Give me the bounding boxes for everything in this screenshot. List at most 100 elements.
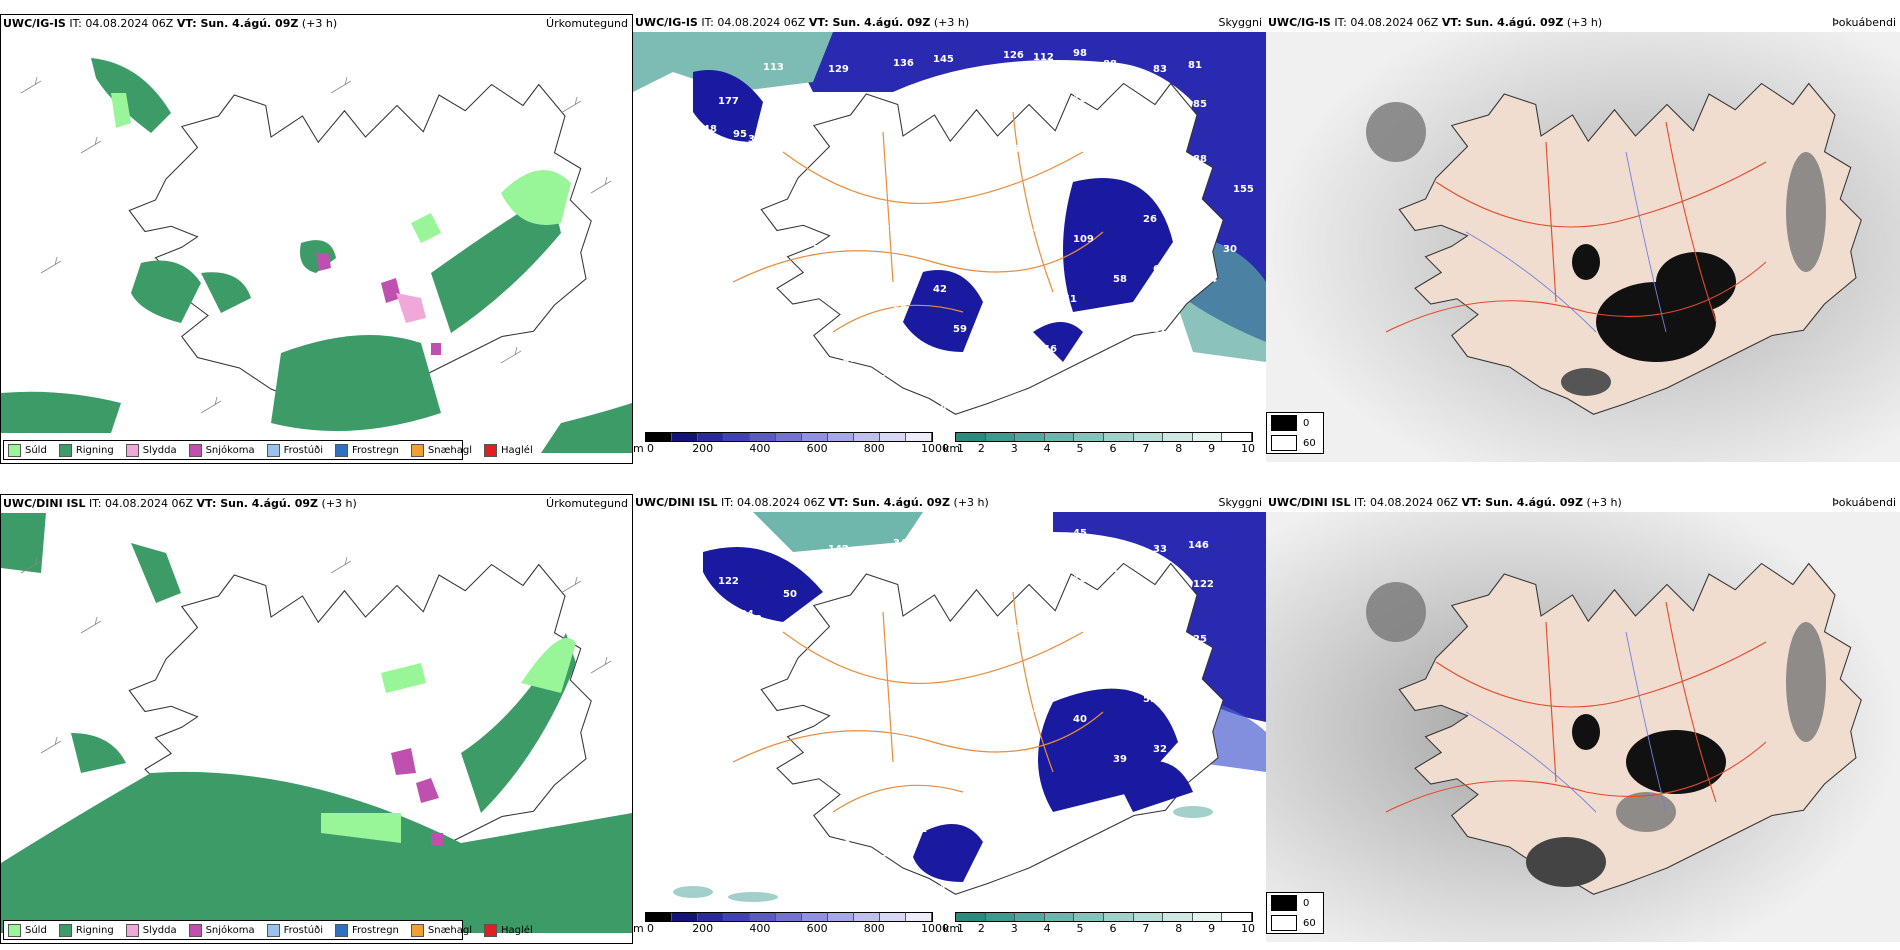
colorbar-segment — [880, 913, 906, 921]
colorbar-segment — [906, 913, 932, 921]
ceiling-label: 56 — [1053, 654, 1067, 665]
colorbar-unit: m — [633, 922, 644, 935]
colorbar-tick: 2 — [977, 922, 985, 935]
ceiling-label: 142 — [828, 544, 849, 555]
ceiling-label: 36 — [748, 134, 762, 145]
colorbar-tick: 9 — [1208, 922, 1216, 935]
legend-swatch — [8, 923, 21, 937]
colorbar-tick: 4 — [1043, 442, 1051, 455]
colorbar-unit: km — [943, 922, 961, 935]
ceiling-label: 67 — [1013, 624, 1027, 635]
precip-map — [1, 513, 632, 933]
legend-swatch — [484, 443, 498, 457]
ceiling-labels: 113 129 136 145 126 112 98 88 83 81 177 95 106 91 92 85… — [703, 48, 1254, 415]
colorbar-segment — [828, 433, 854, 441]
ceiling-label: 42 — [933, 284, 947, 295]
panel-title: Úrkomutegund — [546, 17, 628, 30]
colorbar-segment — [802, 913, 828, 921]
colorbar-segment — [854, 433, 880, 441]
ceiling-label: 83 — [1153, 64, 1167, 75]
ceiling-label: 124 — [733, 609, 754, 620]
colorbar-segment — [1044, 913, 1075, 921]
ceiling-label: 48 — [853, 274, 867, 285]
legend-item: Frostregn — [335, 923, 399, 937]
ceiling-label: 88 — [1193, 154, 1207, 165]
legend-item: Rigning — [58, 923, 114, 937]
precip-legend: Súld Rigning Slydda Snjókoma Frostúði Frostre… — [3, 440, 533, 460]
legend-label: Snæhagl — [427, 924, 473, 936]
colorbar-segment — [1163, 433, 1193, 441]
legend-item: Snæhagl — [410, 923, 473, 937]
panel-header: UWC/DINI ISL IT: 04.08.2024 06Z VT: Sun.… — [1268, 496, 1622, 509]
legend-item: Frostúði — [266, 923, 323, 937]
ceiling-label: 126 — [1003, 50, 1024, 61]
legend-swatch — [410, 923, 424, 937]
precip-panel-row1: UWC/IG-IS IT: 04.08.2024 06Z VT: Sun. 4.… — [0, 14, 633, 464]
colorbar-segment — [672, 433, 698, 441]
colorbar-strip — [645, 432, 933, 442]
colorbar-tick: 1 — [957, 922, 964, 935]
ceiling-label: 41 — [843, 354, 857, 365]
ceiling-label: 122 — [1193, 579, 1214, 590]
legend-item: Súld — [8, 923, 47, 937]
colorbar-tick: 1000 — [921, 442, 949, 455]
ceiling-label: 26 — [803, 174, 817, 185]
fog-panel-row2: UWC/DINI ISL IT: 04.08.2024 06Z VT: Sun.… — [1266, 494, 1900, 944]
colorbar-tick: 3 — [1010, 922, 1018, 935]
colorbar-tick: 6 — [1109, 922, 1117, 935]
legend-swatch — [266, 923, 280, 937]
ceiling-label: 112 — [1033, 52, 1054, 63]
cloud-ceiling-map: 113 129 136 145 126 112 98 88 83 81 177 95 106 91 92 85… — [633, 32, 1266, 432]
ceiling-label: 48 — [703, 124, 717, 135]
ceiling-label: 26 — [1143, 214, 1157, 225]
colorbar-segment — [646, 433, 672, 441]
legend-label: Frostregn — [352, 924, 399, 936]
panel-title: Skyggni — [1218, 496, 1262, 509]
colorbar-segment — [1192, 913, 1223, 921]
legend-label: Snæhagl — [427, 444, 473, 456]
colorbar-tick: 200 — [692, 442, 714, 455]
colorbar-segment — [776, 913, 802, 921]
fog-panel-row1: UWC/IG-IS IT: 04.08.2024 06Z VT: Sun. 4.… — [1266, 14, 1900, 464]
ceiling-label: 33 — [1153, 544, 1167, 555]
panel-title: Þokuábendi — [1832, 496, 1896, 509]
fog-high-swatch — [1271, 435, 1297, 451]
ceiling-label: 199 — [763, 542, 784, 553]
ceiling-label: 95 — [733, 129, 747, 140]
ceiling-label: 25 — [1193, 634, 1207, 645]
ceiling-label: 64 — [953, 804, 967, 815]
ceiling-label: 177 — [718, 96, 739, 107]
colorbar-segment — [750, 913, 776, 921]
colorbar-tick: 1 — [957, 442, 964, 455]
colorbar-strip — [955, 912, 1253, 922]
legend-item: Frostúði — [266, 443, 323, 457]
colorbar-tick: 0 — [647, 922, 654, 935]
colorbar-tick: 800 — [863, 922, 885, 935]
ceiling-label: 51 — [803, 654, 817, 665]
colorbar-segment — [698, 913, 724, 921]
legend-swatch — [8, 443, 21, 457]
ceiling-label: 40 — [1073, 714, 1087, 725]
ceiling-label: 98 — [1073, 48, 1087, 59]
colorbar-segment — [698, 433, 724, 441]
fog-map — [1266, 32, 1900, 462]
colorbar-tick: 0 — [647, 442, 654, 455]
colorbar-segment — [1015, 433, 1045, 441]
ceiling-label: 33 — [1173, 664, 1187, 675]
colorbar-segment — [985, 913, 1016, 921]
legend-item: Frostregn — [335, 443, 399, 457]
cloud-panel-row1: UWC/IG-IS IT: 04.08.2024 06Z VT: Sun. 4.… — [633, 14, 1266, 464]
panel-header: UWC/IG-IS IT: 04.08.2024 06Z VT: Sun. 4.… — [1268, 16, 1603, 29]
colorbar-tick: 10 — [1241, 442, 1255, 455]
ceiling-label: 56 — [1193, 704, 1207, 715]
ceiling-label: 34 — [1203, 274, 1217, 285]
colorbar-unit: km — [943, 442, 961, 455]
ceiling-label: 91 — [1103, 144, 1117, 155]
legend-swatch — [410, 443, 424, 457]
legend-label: Frostregn — [352, 444, 399, 456]
colorbar-tick: 1000 — [921, 922, 949, 935]
colorbar-segment — [854, 913, 880, 921]
colorbar-tick: 5 — [1076, 922, 1084, 935]
colorbar-segment — [646, 913, 672, 921]
ceiling-label: 76 — [913, 344, 927, 355]
